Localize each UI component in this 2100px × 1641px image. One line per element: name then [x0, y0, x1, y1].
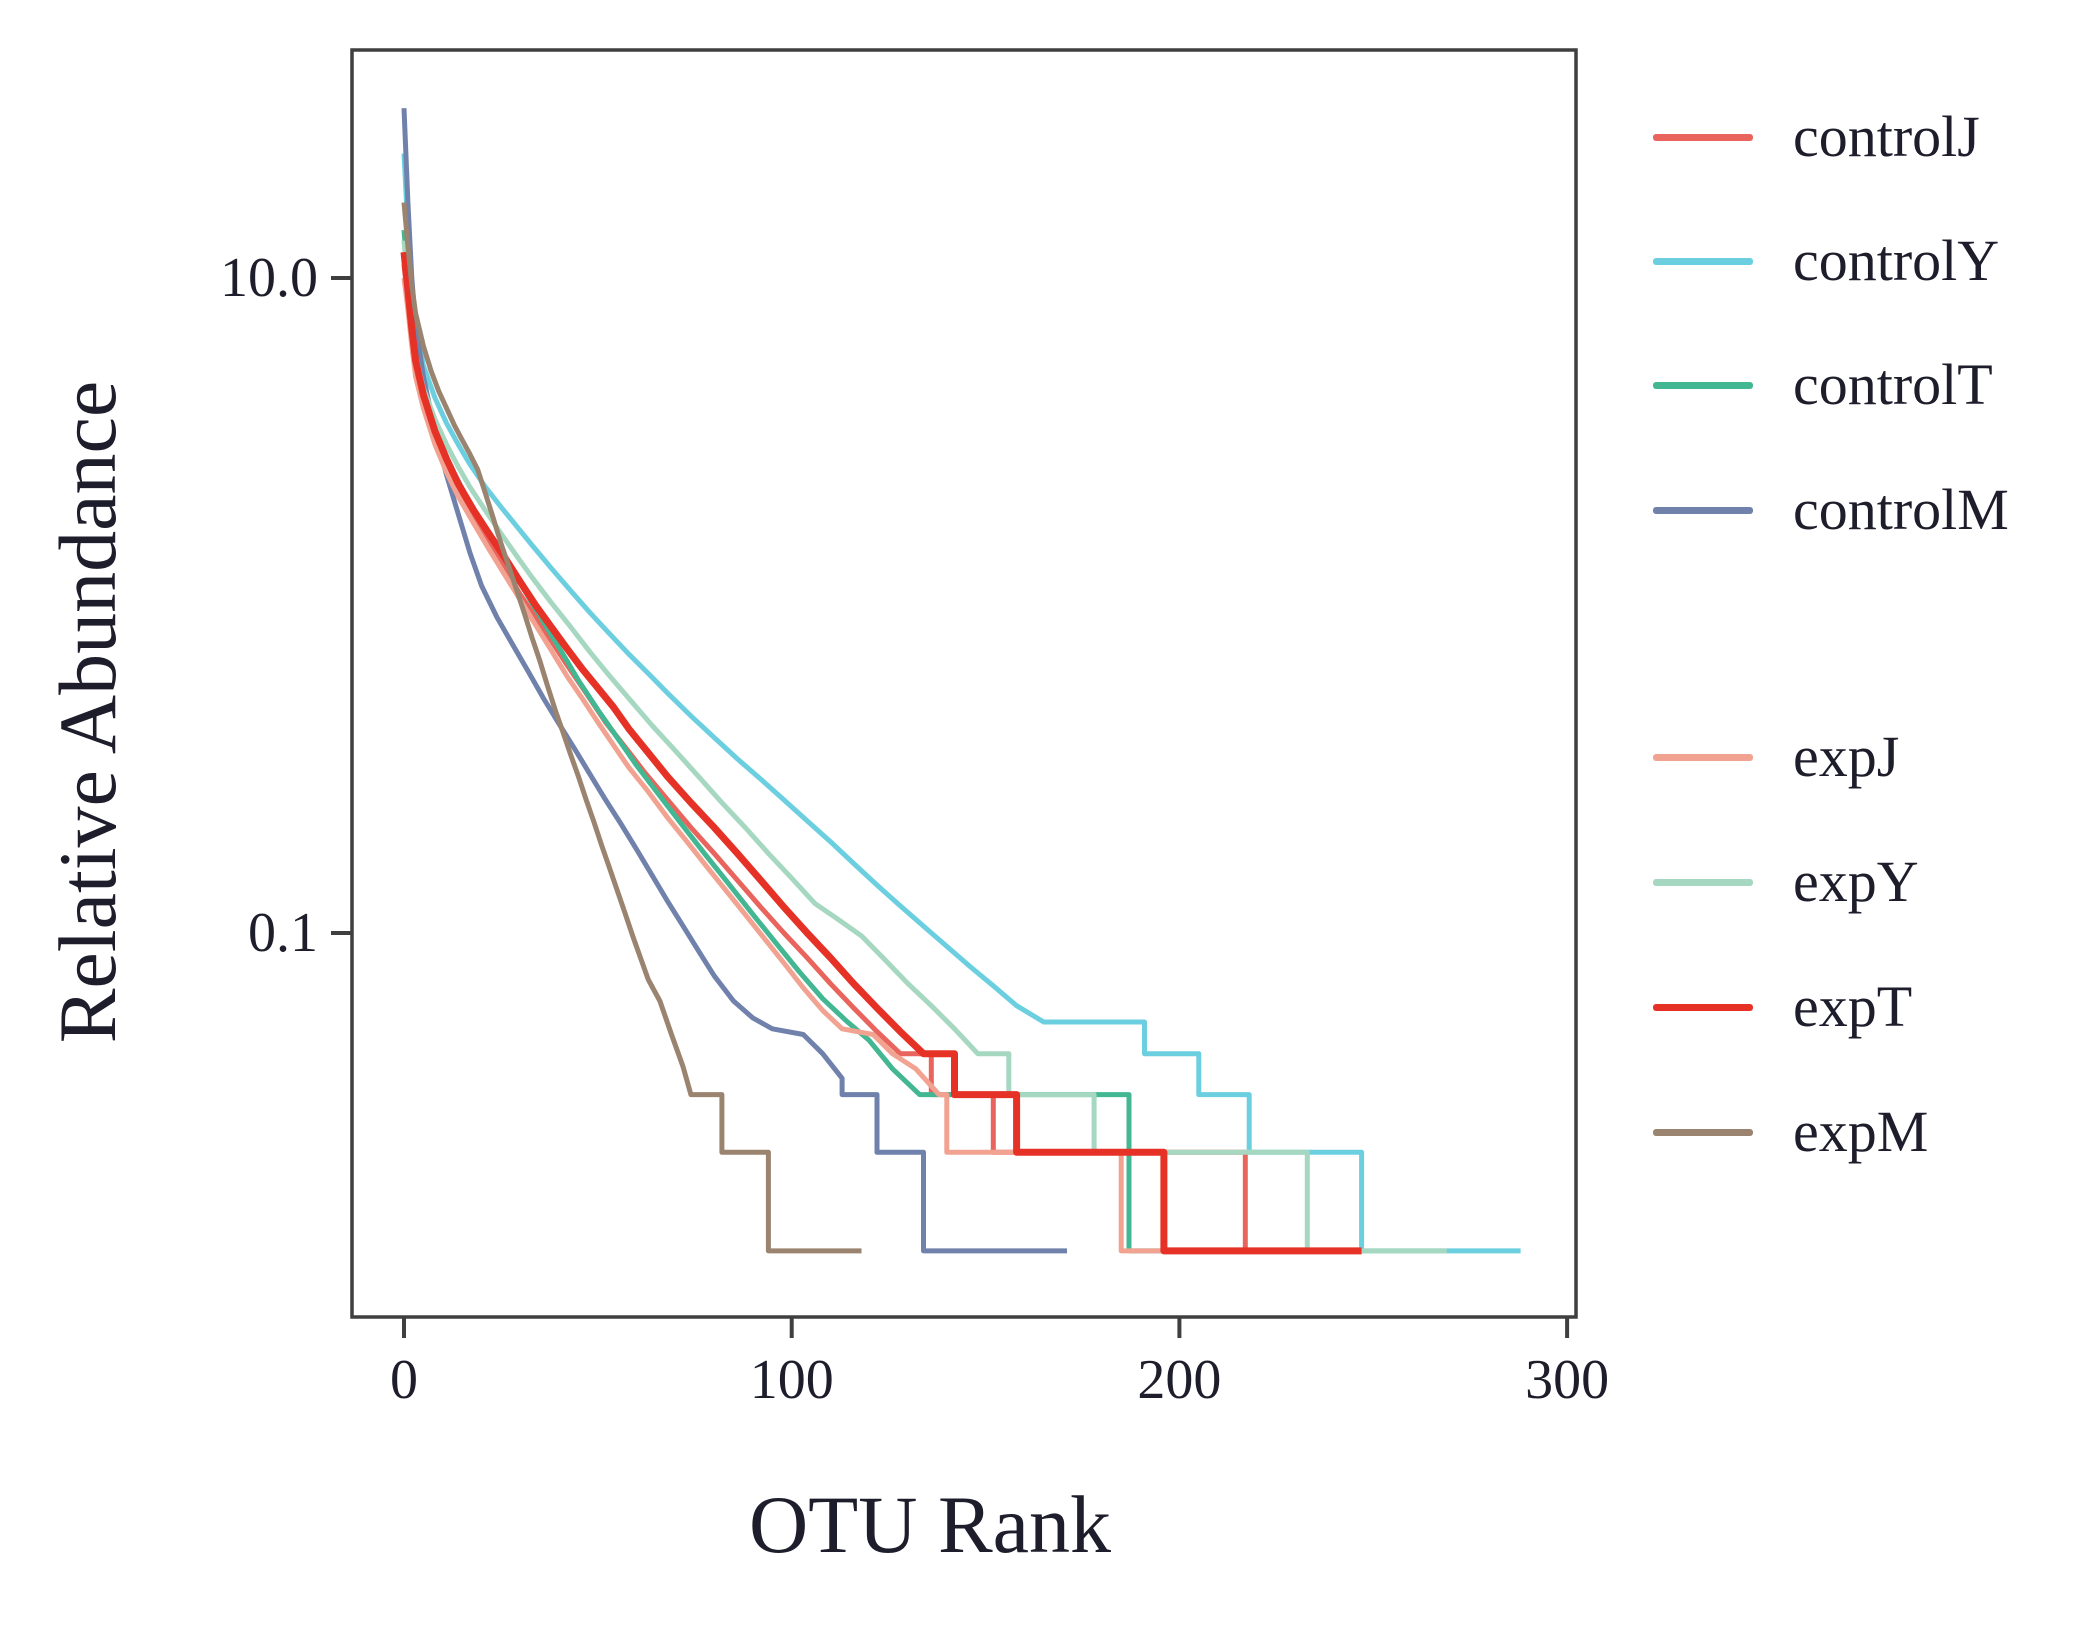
legend-label-expM: expM	[1793, 1099, 1929, 1164]
legend-label-controlY: controlY	[1793, 228, 2000, 293]
legend-item-controlT: controlT	[1653, 351, 1993, 419]
legend-swatch-expJ	[1653, 753, 1753, 761]
legend-item-controlJ: controlJ	[1653, 103, 1980, 171]
legend-swatch-controlM	[1653, 506, 1753, 514]
legend-swatch-expM	[1653, 1128, 1753, 1136]
legend-swatch-controlY	[1653, 257, 1753, 265]
legend-label-controlJ: controlJ	[1793, 104, 1980, 169]
series-line-controlJ	[401, 264, 1327, 1254]
x-axis-title: OTU Rank	[748, 1479, 1112, 1570]
legend-item-controlY: controlY	[1653, 227, 1999, 295]
legend-swatch-controlT	[1653, 381, 1753, 389]
y-tick-label-10: 10.0	[220, 247, 318, 309]
legend-item-expJ: expJ	[1653, 723, 1899, 791]
series-line-controlY	[401, 153, 1521, 1254]
legend-item-controlM: controlM	[1653, 476, 2009, 544]
plot-border	[350, 48, 1578, 1319]
series-line-expJ	[401, 277, 1230, 1254]
x-tick-label-200: 200	[1137, 1349, 1222, 1411]
series-line-expM	[401, 202, 862, 1254]
y-tick-label-0.1: 0.1	[248, 902, 318, 964]
legend-swatch-expT	[1653, 1003, 1753, 1011]
legend-label-expY: expY	[1793, 849, 1919, 914]
series-line-controlT	[401, 229, 1211, 1254]
legend-label-controlM: controlM	[1793, 477, 2009, 542]
x-tick-label-0: 0	[390, 1349, 418, 1411]
legend-swatch-controlJ	[1653, 133, 1753, 141]
legend-item-expM: expM	[1653, 1098, 1928, 1166]
legend-item-expY: expY	[1653, 848, 1919, 916]
legend-swatch-expY	[1653, 878, 1753, 886]
series-line-expY	[401, 240, 1447, 1254]
x-tick-label-300: 300	[1525, 1349, 1610, 1411]
series-line-controlM	[401, 108, 1067, 1254]
legend-item-expT: expT	[1653, 973, 1912, 1041]
legend-label-controlT: controlT	[1793, 352, 1993, 417]
legend-label-expJ: expJ	[1793, 724, 1900, 789]
x-tick-label-100: 100	[749, 1349, 834, 1411]
legend-label-expT: expT	[1793, 974, 1913, 1039]
y-axis-title: Relative Abundance	[42, 380, 133, 1044]
series-line-expT	[400, 251, 1362, 1255]
